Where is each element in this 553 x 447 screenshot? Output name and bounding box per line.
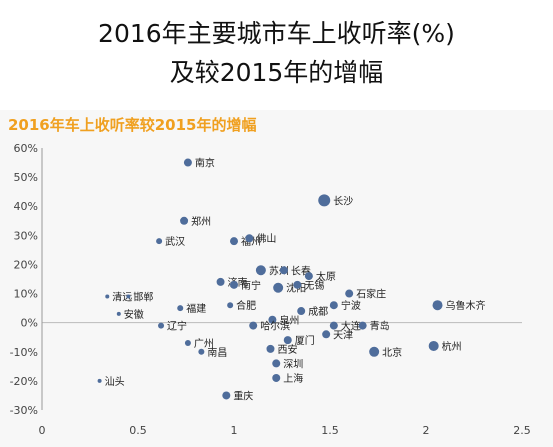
data-point (329, 321, 338, 330)
data-point (126, 294, 131, 299)
data-point-label: 北京 (382, 346, 402, 359)
data-point-label: 杭州 (442, 340, 462, 353)
data-point (180, 216, 189, 225)
y-tick-label: 50% (14, 171, 38, 184)
data-point (177, 305, 184, 312)
data-point-label: 深圳 (283, 358, 303, 370)
data-point (245, 234, 254, 243)
data-point-label: 哈尔滨 (260, 320, 290, 333)
data-point (432, 300, 443, 311)
y-tick-label: -20% (10, 375, 38, 388)
data-point (249, 321, 258, 330)
data-point-label: 佛山 (256, 232, 276, 245)
data-point (183, 158, 192, 167)
data-point-label: 上海 (283, 372, 303, 385)
data-point-label: 邯郸 (133, 290, 153, 303)
data-point-label: 郑州 (191, 215, 211, 228)
data-point-label: 广州 (194, 338, 214, 350)
data-point-label: 天津 (333, 329, 353, 341)
data-point-label: 重庆 (233, 389, 253, 402)
y-tick-label: 0% (21, 317, 38, 330)
data-point (345, 289, 354, 298)
y-tick-label: 40% (14, 200, 38, 213)
data-point (158, 322, 165, 329)
data-point (428, 340, 439, 351)
x-tick-label: 0.5 (129, 424, 147, 437)
data-point (279, 266, 288, 275)
data-point (293, 280, 302, 289)
data-point (283, 336, 292, 345)
data-point-label: 太原 (316, 270, 336, 283)
data-point-label: 武汉 (165, 235, 185, 248)
data-point (216, 277, 225, 286)
data-point (358, 321, 367, 330)
data-point-label: 福建 (186, 302, 206, 315)
page-title-line-2: 及较2015年的增幅 (169, 58, 384, 87)
data-point-label: 合肥 (236, 299, 256, 312)
data-point (97, 378, 102, 383)
data-point-label: 辽宁 (167, 320, 187, 333)
x-tick-label: 2 (423, 424, 430, 437)
data-point (255, 265, 266, 276)
data-point (230, 237, 238, 246)
data-point (297, 307, 306, 316)
data-point (184, 340, 191, 347)
data-point-label: 泉州 (279, 314, 299, 327)
data-point-label: 厦门 (295, 334, 315, 347)
data-point-label: 大连 (341, 320, 361, 333)
data-point (272, 373, 281, 382)
y-tick-label: 20% (14, 258, 38, 271)
data-point-label: 石家庄 (356, 288, 386, 301)
y-tick-label: -30% (10, 404, 38, 417)
x-tick-label: 2.5 (513, 424, 531, 437)
data-point-label: 汕头 (105, 376, 125, 388)
data-point (318, 194, 331, 207)
data-point (156, 238, 163, 245)
x-tick-label: 1 (231, 424, 238, 437)
data-point (230, 280, 238, 289)
data-point (268, 315, 277, 324)
data-point (272, 359, 281, 368)
data-point-label: 南京 (195, 157, 215, 170)
x-tick-label: 0 (39, 424, 46, 437)
data-point-label: 清远 (112, 290, 132, 303)
data-point-label: 乌鲁木齐 (446, 299, 486, 312)
chart-title: 2016年车上收听率较2015年的增幅 (8, 116, 257, 134)
data-point (266, 344, 275, 353)
data-point (198, 348, 205, 355)
data-point (304, 272, 313, 281)
data-point (329, 301, 338, 310)
data-point-label: 青岛 (370, 320, 390, 333)
data-point-label: 南宁 (241, 279, 261, 292)
chart-axes: 60% 50% 40% 30% 20% 10% 0% -10% -20% -30%0 0.5 1 1.5… (10, 142, 531, 437)
data-point (273, 282, 284, 293)
chart-background (0, 110, 553, 447)
data-point-label: 南昌 (207, 346, 227, 359)
data-point (105, 294, 110, 299)
y-tick-label: 30% (14, 229, 38, 242)
data-point-label: 西安 (277, 343, 297, 356)
data-point-label: 成都 (308, 306, 328, 318)
y-tick-label: 10% (14, 288, 38, 301)
data-point-label: 长沙 (333, 195, 353, 207)
data-point (369, 346, 380, 357)
page-title-line-1: 2016年主要城市车上收听率(%) (98, 19, 455, 48)
data-point (116, 311, 121, 316)
data-point (227, 302, 234, 309)
x-tick-label: 1.5 (321, 424, 339, 437)
y-tick-label: 60% (14, 142, 38, 155)
data-points: 南京长沙郑州武汉福州佛山苏州长春太原济南南宁沈阳无锡石家庄清远邯郸福建合肥成都宁… (97, 157, 486, 402)
y-tick-label: -10% (10, 346, 38, 359)
data-point (222, 391, 231, 400)
data-point-label: 宁波 (341, 299, 361, 312)
data-point-label: 无锡 (304, 279, 324, 292)
data-point (322, 330, 331, 339)
data-point-label: 安徽 (124, 308, 144, 321)
